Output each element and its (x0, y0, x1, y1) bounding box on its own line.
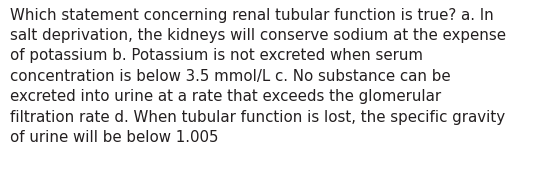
Text: Which statement concerning renal tubular function is true? a. In
salt deprivatio: Which statement concerning renal tubular… (10, 8, 506, 145)
